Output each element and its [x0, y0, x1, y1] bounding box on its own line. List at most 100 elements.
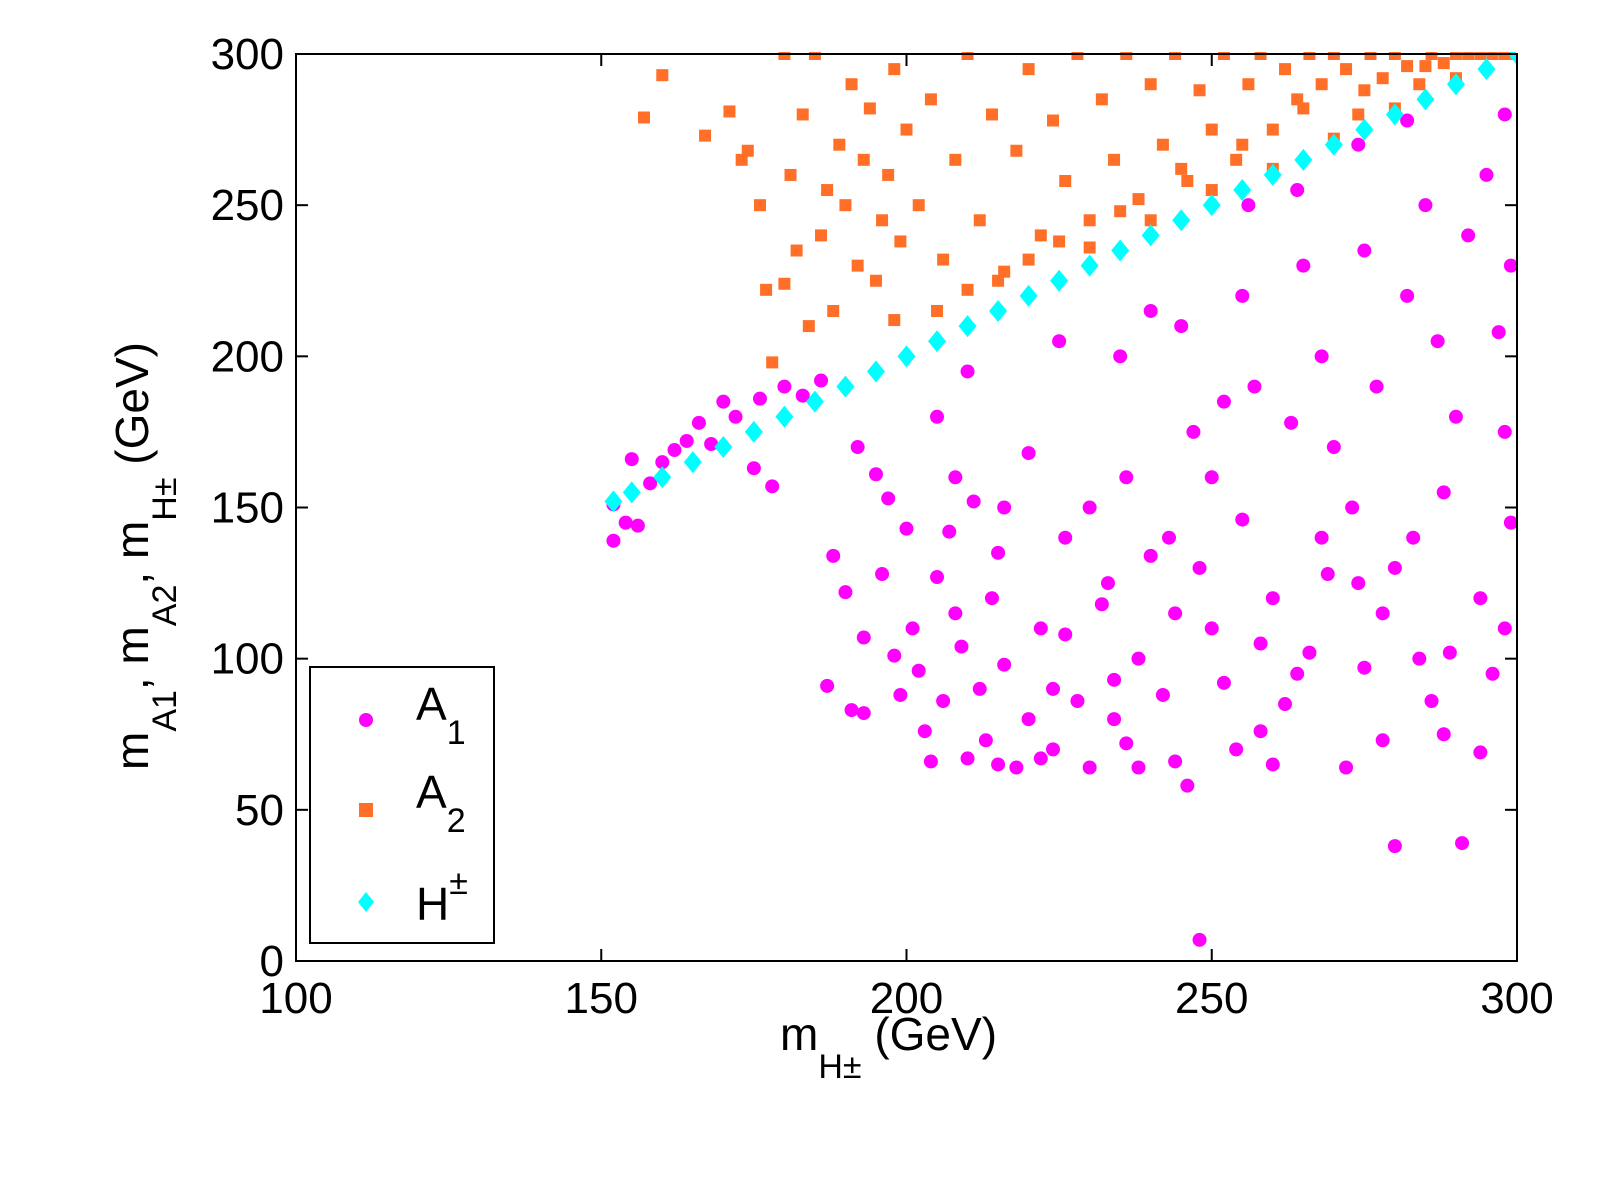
point-a2 — [1144, 214, 1157, 227]
point-a1 — [1284, 415, 1299, 430]
point-a1 — [1497, 621, 1512, 636]
point-a2 — [1010, 144, 1023, 157]
point-a2 — [888, 314, 901, 327]
y-tick-label: 50 — [235, 786, 284, 835]
point-a1 — [1143, 548, 1158, 563]
point-a1 — [948, 470, 963, 485]
point-hpm — [622, 481, 641, 504]
point-a1 — [795, 388, 810, 403]
point-a2 — [912, 199, 925, 212]
point-a1 — [1455, 836, 1470, 851]
point-hpm — [805, 390, 824, 413]
point-a1 — [1009, 760, 1024, 775]
point-a2 — [1047, 114, 1060, 127]
point-hpm — [1263, 163, 1282, 186]
point-hpm — [1202, 194, 1221, 217]
point-a2 — [985, 108, 998, 121]
point-a2 — [827, 304, 840, 317]
point-a2 — [1236, 138, 1249, 151]
legend-label-hpm: H± — [416, 864, 468, 930]
point-a2 — [1169, 52, 1182, 60]
point-a2 — [1254, 52, 1267, 60]
point-a2 — [1083, 214, 1096, 227]
point-a2 — [1358, 84, 1371, 97]
point-a2 — [815, 229, 828, 242]
point-a2 — [1327, 52, 1340, 60]
point-a2 — [1034, 229, 1047, 242]
point-a1 — [1021, 446, 1036, 461]
point-a2 — [741, 144, 754, 157]
point-a1 — [850, 440, 865, 455]
point-a1 — [1436, 485, 1451, 500]
tick-labels: 100 150 200 250 300 0 50 100 150 200 250 300 — [211, 30, 1554, 1023]
point-a2 — [937, 253, 950, 266]
point-a1 — [966, 494, 981, 509]
point-a2 — [1205, 184, 1218, 197]
point-a1 — [1046, 742, 1061, 757]
point-a1 — [746, 461, 761, 476]
point-a1 — [1113, 349, 1128, 364]
point-hpm — [604, 490, 623, 513]
point-a2 — [1340, 63, 1353, 76]
point-a1 — [1290, 666, 1305, 681]
point-hpm — [1385, 103, 1404, 126]
point-a2 — [1401, 60, 1414, 73]
point-a1 — [820, 678, 835, 693]
point-a2 — [1156, 138, 1169, 151]
point-a1 — [624, 452, 639, 467]
point-a1 — [1082, 500, 1097, 515]
point-a2 — [998, 265, 1011, 278]
point-a1 — [643, 476, 658, 491]
point-a1 — [997, 657, 1012, 672]
point-a1 — [1033, 621, 1048, 636]
point-a2 — [931, 304, 944, 317]
point-a2 — [778, 52, 791, 60]
point-a2 — [1419, 60, 1432, 73]
point-a2 — [637, 111, 650, 124]
point-a1 — [1326, 440, 1341, 455]
point-a1 — [1400, 288, 1415, 303]
y-tick-label: 100 — [211, 635, 284, 684]
point-a1 — [1418, 198, 1433, 213]
point-a2 — [1083, 241, 1096, 254]
point-a1 — [630, 518, 645, 533]
point-a2 — [869, 274, 882, 287]
point-a1 — [1192, 932, 1207, 947]
point-a2 — [1425, 52, 1438, 60]
point-hpm — [1294, 148, 1313, 171]
point-a1 — [1192, 560, 1207, 575]
point-hpm — [989, 299, 1008, 322]
point-a1 — [1296, 258, 1311, 273]
point-a1 — [1375, 733, 1390, 748]
point-a1 — [1046, 681, 1061, 696]
legend-box — [309, 666, 495, 944]
point-a2 — [1376, 72, 1389, 85]
point-a1 — [972, 681, 987, 696]
point-a1 — [1491, 325, 1506, 340]
point-a2 — [735, 153, 748, 166]
point-a2 — [1352, 108, 1365, 121]
point-a2 — [723, 105, 736, 118]
point-a1 — [1375, 606, 1390, 621]
point-a2 — [1175, 162, 1188, 175]
series-H± — [604, 52, 1516, 513]
point-a1 — [881, 491, 896, 506]
point-a1 — [1216, 675, 1231, 690]
x-axis-label: mH± (GeV) — [780, 1008, 997, 1086]
point-hpm — [1233, 179, 1252, 202]
point-a2 — [1071, 52, 1084, 60]
point-a1 — [856, 706, 871, 721]
point-hpm — [866, 360, 885, 383]
point-a2 — [656, 69, 669, 82]
point-a2 — [1364, 52, 1377, 60]
point-a1 — [868, 467, 883, 482]
point-a2 — [833, 138, 846, 151]
point-a2 — [1230, 153, 1243, 166]
point-hpm — [683, 451, 702, 474]
point-a1 — [1229, 742, 1244, 757]
point-a2 — [1474, 52, 1487, 60]
point-a2 — [699, 129, 712, 142]
point-a1 — [1107, 672, 1122, 687]
point-a1 — [1058, 627, 1073, 642]
